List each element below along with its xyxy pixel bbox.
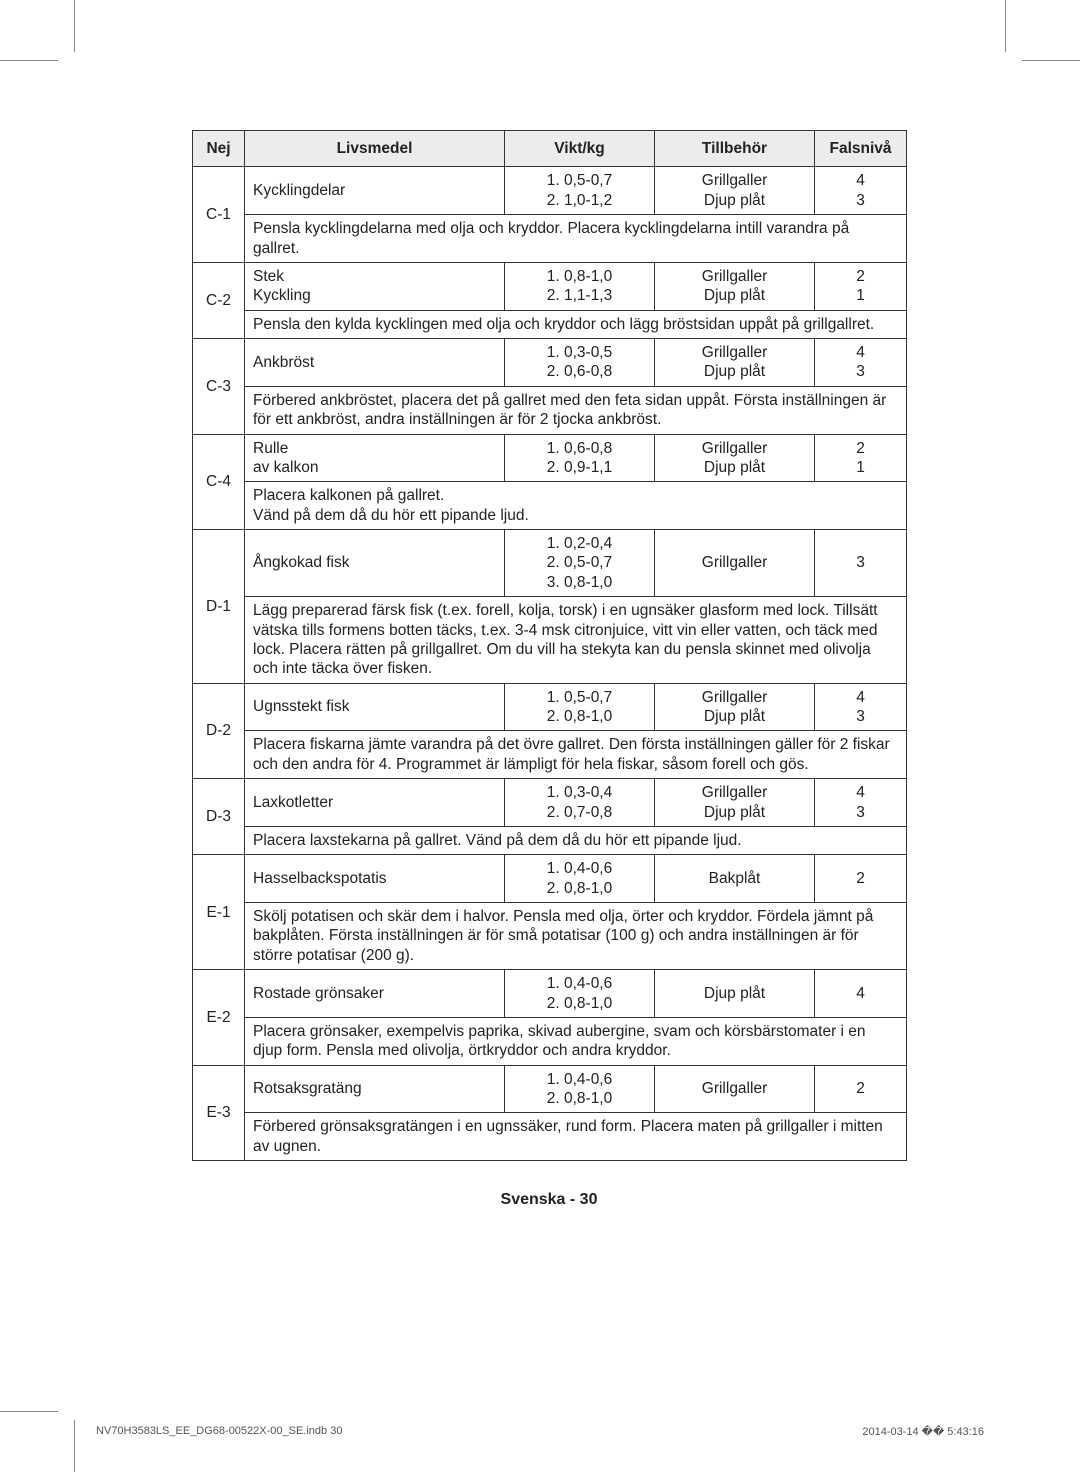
row-id: D-2	[193, 683, 245, 779]
row-accessory: GrillgallerDjup plåt	[655, 339, 815, 387]
table-instruction-row: Förbered ankbröstet, placera det på gall…	[193, 386, 907, 434]
row-weight: 1. 0,6-0,82. 0,9-1,1	[505, 434, 655, 482]
row-food: Ugnsstekt fisk	[245, 683, 505, 731]
row-level: 43	[815, 167, 907, 215]
page-content: Nej Livsmedel Vikt/kg Tillbehör Falsnivå…	[192, 130, 906, 1209]
row-food: Kycklingdelar	[245, 167, 505, 215]
row-level: 3	[815, 530, 907, 597]
row-weight: 1. 0,4-0,62. 0,8-1,0	[505, 1065, 655, 1113]
row-weight: 1. 0,8-1,02. 1,1-1,3	[505, 262, 655, 310]
row-weight: 1. 0,4-0,62. 0,8-1,0	[505, 970, 655, 1018]
table-instruction-row: Placera grönsaker, exempelvis paprika, s…	[193, 1017, 907, 1065]
row-level: 21	[815, 262, 907, 310]
table-instruction-row: Placera kalkonen på gallret.Vänd på dem …	[193, 482, 907, 530]
row-weight: 1. 0,5-0,72. 0,8-1,0	[505, 683, 655, 731]
row-level: 43	[815, 779, 907, 827]
row-id: C-4	[193, 434, 245, 530]
row-food: Ankbröst	[245, 339, 505, 387]
row-food: Rotsaksgratäng	[245, 1065, 505, 1113]
table-instruction-row: Pensla kycklingdelarna med olja och kryd…	[193, 215, 907, 263]
table-instruction-row: Lägg preparerad färsk fisk (t.ex. forell…	[193, 597, 907, 684]
table-row: D-3Laxkotletter1. 0,3-0,42. 0,7-0,8Grill…	[193, 779, 907, 827]
row-instruction: Förbered ankbröstet, placera det på gall…	[245, 386, 907, 434]
row-id: E-1	[193, 855, 245, 970]
row-instruction: Pensla den kylda kycklingen med olja och…	[245, 310, 907, 338]
row-level: 4	[815, 970, 907, 1018]
row-weight: 1. 0,3-0,42. 0,7-0,8	[505, 779, 655, 827]
table-body: C-1Kycklingdelar1. 0,5-0,72. 1,0-1,2Gril…	[193, 167, 907, 1161]
table-row: E-3Rotsaksgratäng1. 0,4-0,62. 0,8-1,0Gri…	[193, 1065, 907, 1113]
row-level: 43	[815, 339, 907, 387]
table-row: E-1Hasselbackspotatis1. 0,4-0,62. 0,8-1,…	[193, 855, 907, 903]
row-instruction: Förbered grönsaksgratängen i en ugnssäke…	[245, 1113, 907, 1161]
row-instruction: Placera laxstekarna på gallret. Vänd på …	[245, 826, 907, 854]
row-id: C-1	[193, 167, 245, 263]
col-header-accessory: Tillbehör	[655, 131, 815, 167]
table-row: C-4Rulleav kalkon1. 0,6-0,82. 0,9-1,1Gri…	[193, 434, 907, 482]
col-header-weight: Vikt/kg	[505, 131, 655, 167]
row-weight: 1. 0,4-0,62. 0,8-1,0	[505, 855, 655, 903]
row-level: 2	[815, 855, 907, 903]
col-header-level: Falsnivå	[815, 131, 907, 167]
print-footer: NV70H3583LS_EE_DG68-00522X-00_SE.indb 30…	[96, 1425, 984, 1438]
table-instruction-row: Förbered grönsaksgratängen i en ugnssäke…	[193, 1113, 907, 1161]
table-row: D-1Ångkokad fisk1. 0,2-0,42. 0,5-0,73. 0…	[193, 530, 907, 597]
row-id: C-2	[193, 262, 245, 338]
row-accessory: GrillgallerDjup plåt	[655, 434, 815, 482]
row-instruction: Placera grönsaker, exempelvis paprika, s…	[245, 1017, 907, 1065]
row-accessory: Bakplåt	[655, 855, 815, 903]
row-id: D-1	[193, 530, 245, 684]
row-accessory: GrillgallerDjup plåt	[655, 779, 815, 827]
page-number: Svenska - 30	[192, 1191, 906, 1209]
row-instruction: Lägg preparerad färsk fisk (t.ex. forell…	[245, 597, 907, 684]
row-food: Rostade grönsaker	[245, 970, 505, 1018]
recipe-table: Nej Livsmedel Vikt/kg Tillbehör Falsnivå…	[192, 130, 907, 1161]
table-instruction-row: Placera fiskarna jämte varandra på det ö…	[193, 731, 907, 779]
row-level: 2	[815, 1065, 907, 1113]
row-level: 43	[815, 683, 907, 731]
row-accessory: Djup plåt	[655, 970, 815, 1018]
row-instruction: Skölj potatisen och skär dem i halvor. P…	[245, 903, 907, 970]
row-id: E-3	[193, 1065, 245, 1161]
table-instruction-row: Pensla den kylda kycklingen med olja och…	[193, 310, 907, 338]
row-id: D-3	[193, 779, 245, 855]
row-id: E-2	[193, 970, 245, 1066]
row-instruction: Pensla kycklingdelarna med olja och kryd…	[245, 215, 907, 263]
row-food: Ångkokad fisk	[245, 530, 505, 597]
row-weight: 1. 0,3-0,52. 0,6-0,8	[505, 339, 655, 387]
col-header-food: Livsmedel	[245, 131, 505, 167]
row-weight: 1. 0,5-0,72. 1,0-1,2	[505, 167, 655, 215]
table-row: C-3Ankbröst1. 0,3-0,52. 0,6-0,8Grillgall…	[193, 339, 907, 387]
row-accessory: GrillgallerDjup plåt	[655, 262, 815, 310]
row-instruction: Placera fiskarna jämte varandra på det ö…	[245, 731, 907, 779]
row-accessory: Grillgaller	[655, 1065, 815, 1113]
row-food: Laxkotletter	[245, 779, 505, 827]
row-food: StekKyckling	[245, 262, 505, 310]
table-row: C-2StekKyckling1. 0,8-1,02. 1,1-1,3Grill…	[193, 262, 907, 310]
row-weight: 1. 0,2-0,42. 0,5-0,73. 0,8-1,0	[505, 530, 655, 597]
table-row: E-2Rostade grönsaker1. 0,4-0,62. 0,8-1,0…	[193, 970, 907, 1018]
table-row: C-1Kycklingdelar1. 0,5-0,72. 1,0-1,2Gril…	[193, 167, 907, 215]
table-instruction-row: Placera laxstekarna på gallret. Vänd på …	[193, 826, 907, 854]
table-row: D-2Ugnsstekt fisk1. 0,5-0,72. 0,8-1,0Gri…	[193, 683, 907, 731]
row-level: 21	[815, 434, 907, 482]
row-accessory: GrillgallerDjup plåt	[655, 167, 815, 215]
footer-time: 2014-03-14 �� 5:43:16	[862, 1425, 984, 1438]
row-id: C-3	[193, 339, 245, 435]
table-header-row: Nej Livsmedel Vikt/kg Tillbehör Falsnivå	[193, 131, 907, 167]
table-instruction-row: Skölj potatisen och skär dem i halvor. P…	[193, 903, 907, 970]
row-food: Hasselbackspotatis	[245, 855, 505, 903]
row-food: Rulleav kalkon	[245, 434, 505, 482]
col-header-no: Nej	[193, 131, 245, 167]
row-instruction: Placera kalkonen på gallret.Vänd på dem …	[245, 482, 907, 530]
row-accessory: Grillgaller	[655, 530, 815, 597]
row-accessory: GrillgallerDjup plåt	[655, 683, 815, 731]
footer-file: NV70H3583LS_EE_DG68-00522X-00_SE.indb 30	[96, 1425, 342, 1438]
